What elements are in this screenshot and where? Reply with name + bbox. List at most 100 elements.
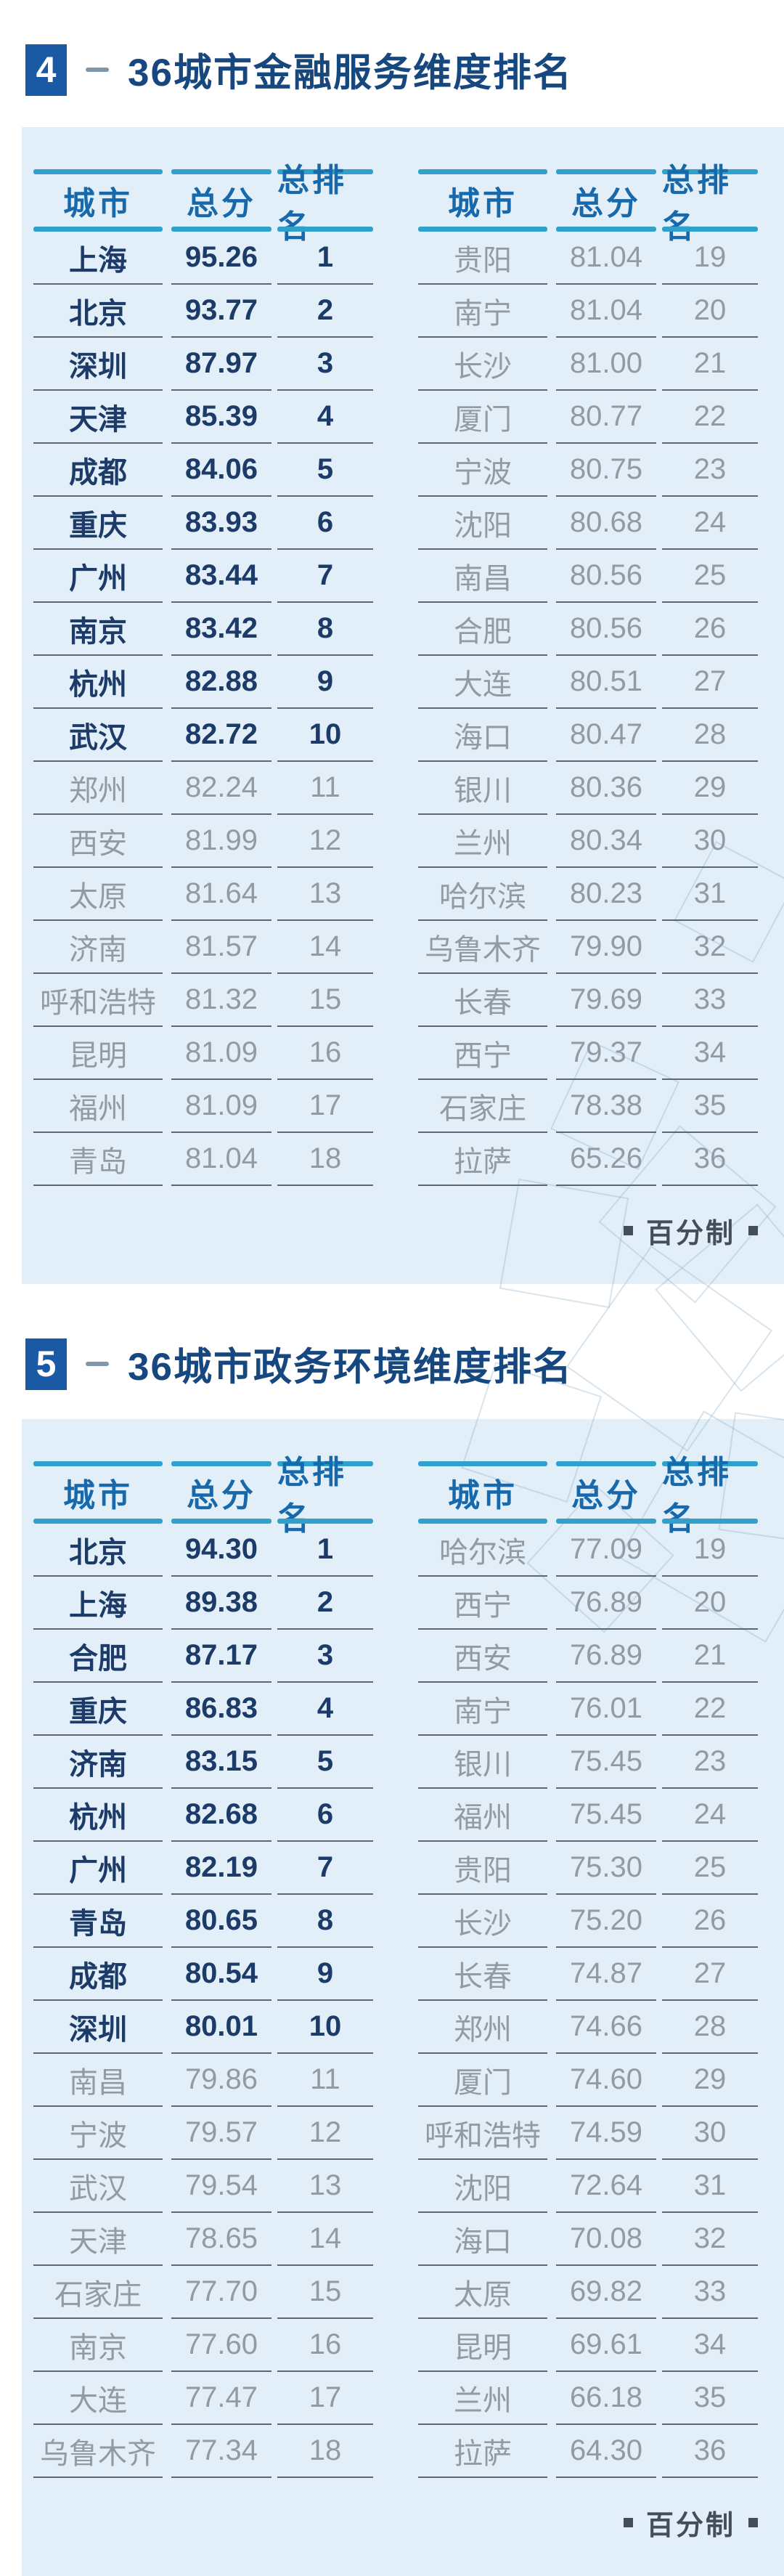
column-header-rank: 总排名 [277, 163, 373, 245]
city-cell: 上海 [33, 1577, 163, 1630]
column-header-score: 总分 [171, 1461, 271, 1524]
score-cell: 83.44 [171, 550, 271, 603]
table-row: 重庆 83.93 6 [33, 497, 373, 550]
header-rule [556, 1519, 656, 1524]
city-cell: 西安 [33, 815, 163, 868]
column-header-score: 总分 [556, 1461, 656, 1524]
table-row: 西宁 76.89 20 [418, 1577, 758, 1630]
header-rule [662, 169, 758, 174]
city-cell: 广州 [33, 550, 163, 603]
city-cell: 贵阳 [418, 1842, 547, 1895]
header-rule [556, 169, 656, 174]
rank-cell: 28 [662, 709, 758, 762]
column-header-label: 总排名 [662, 163, 732, 245]
rank-cell: 25 [662, 550, 758, 603]
column-header-city: 城市 [418, 169, 547, 232]
rank-cell: 32 [662, 2213, 758, 2266]
ranking-table-right: 城市 总分 总排名 哈尔滨77.0919西宁76.8920西安76.8921南宁… [418, 1455, 758, 2478]
score-cell: 74.60 [556, 2054, 656, 2107]
score-cell: 75.20 [556, 1895, 656, 1948]
city-cell: 长春 [418, 1948, 547, 2001]
table-row: 合肥 80.56 26 [418, 603, 758, 656]
note-bullet-icon [748, 1226, 758, 1235]
city-cell: 武汉 [33, 2160, 163, 2213]
rank-cell: 15 [277, 974, 373, 1027]
score-cell: 77.60 [171, 2319, 271, 2372]
city-cell: 上海 [33, 232, 163, 285]
score-cell: 83.93 [171, 497, 271, 550]
header-rule [171, 169, 271, 174]
table-row: 深圳 80.01 10 [33, 2001, 373, 2054]
score-cell: 81.04 [556, 232, 656, 285]
city-cell: 海口 [418, 709, 547, 762]
rank-cell: 13 [277, 868, 373, 921]
table-row: 宁波 80.75 23 [418, 444, 758, 497]
scale-note: 百分制 [623, 2503, 758, 2543]
table-row: 深圳 87.97 3 [33, 338, 373, 391]
score-cell: 80.68 [556, 497, 656, 550]
rank-cell: 2 [277, 285, 373, 338]
rank-cell: 3 [277, 338, 373, 391]
city-cell: 太原 [33, 868, 163, 921]
city-cell: 呼和浩特 [33, 974, 163, 1027]
score-cell: 64.30 [556, 2425, 656, 2478]
ranking-table-right: 城市 总分 总排名 贵阳81.0419南宁81.0420长沙81.0021厦门8… [418, 163, 758, 1186]
table-row: 石家庄 77.70 15 [33, 2266, 373, 2319]
score-cell: 77.47 [171, 2372, 271, 2425]
rank-cell: 24 [662, 1789, 758, 1842]
table-row: 兰州 80.34 30 [418, 815, 758, 868]
city-cell: 拉萨 [418, 1133, 547, 1186]
rank-cell: 2 [277, 1577, 373, 1630]
score-cell: 82.68 [171, 1789, 271, 1842]
table-row: 长春 79.69 33 [418, 974, 758, 1027]
score-cell: 81.09 [171, 1027, 271, 1080]
table-row: 乌鲁木齐 77.34 18 [33, 2425, 373, 2478]
city-cell: 深圳 [33, 338, 163, 391]
rank-cell: 30 [662, 815, 758, 868]
city-cell: 石家庄 [33, 2266, 163, 2319]
rank-cell: 19 [662, 1524, 758, 1577]
city-cell: 宁波 [418, 444, 547, 497]
rank-cell: 6 [277, 497, 373, 550]
rank-cell: 33 [662, 974, 758, 1027]
score-cell: 80.47 [556, 709, 656, 762]
table-row: 拉萨 64.30 36 [418, 2425, 758, 2478]
rank-cell: 31 [662, 2160, 758, 2213]
city-cell: 成都 [33, 1948, 163, 2001]
column-header-label: 总排名 [662, 1455, 732, 1537]
rank-cell: 3 [277, 1630, 373, 1683]
header-rule [662, 1461, 758, 1466]
score-cell: 82.24 [171, 762, 271, 815]
table-row: 贵阳 75.30 25 [418, 1842, 758, 1895]
ranking-table-left: 城市 总分 总排名 上海95.261北京93.772深圳87.973天津85.3… [33, 163, 373, 1186]
rank-cell: 6 [277, 1789, 373, 1842]
table-row: 兰州 66.18 35 [418, 2372, 758, 2425]
city-cell: 广州 [33, 1842, 163, 1895]
table-row: 青岛 80.65 8 [33, 1895, 373, 1948]
score-cell: 72.64 [556, 2160, 656, 2213]
score-cell: 75.30 [556, 1842, 656, 1895]
table-row: 杭州 82.88 9 [33, 656, 373, 709]
table-row: 南京 83.42 8 [33, 603, 373, 656]
header-rule [171, 1519, 271, 1524]
table-row: 成都 84.06 5 [33, 444, 373, 497]
score-cell: 79.57 [171, 2107, 271, 2160]
rank-cell: 35 [662, 1080, 758, 1133]
city-cell: 长春 [418, 974, 547, 1027]
city-cell: 南昌 [33, 2054, 163, 2107]
column-header-city: 城市 [33, 1461, 163, 1524]
score-cell: 82.88 [171, 656, 271, 709]
rank-cell: 33 [662, 2266, 758, 2319]
column-header-rank: 总排名 [277, 1455, 373, 1537]
rank-cell: 12 [277, 2107, 373, 2160]
header-rule [33, 227, 163, 232]
header-rule [662, 227, 758, 232]
city-cell: 沈阳 [418, 497, 547, 550]
score-cell: 78.65 [171, 2213, 271, 2266]
rank-cell: 36 [662, 2425, 758, 2478]
city-cell: 海口 [418, 2213, 547, 2266]
score-cell: 74.66 [556, 2001, 656, 2054]
rank-cell: 1 [277, 232, 373, 285]
city-cell: 济南 [33, 1736, 163, 1789]
score-cell: 70.08 [556, 2213, 656, 2266]
